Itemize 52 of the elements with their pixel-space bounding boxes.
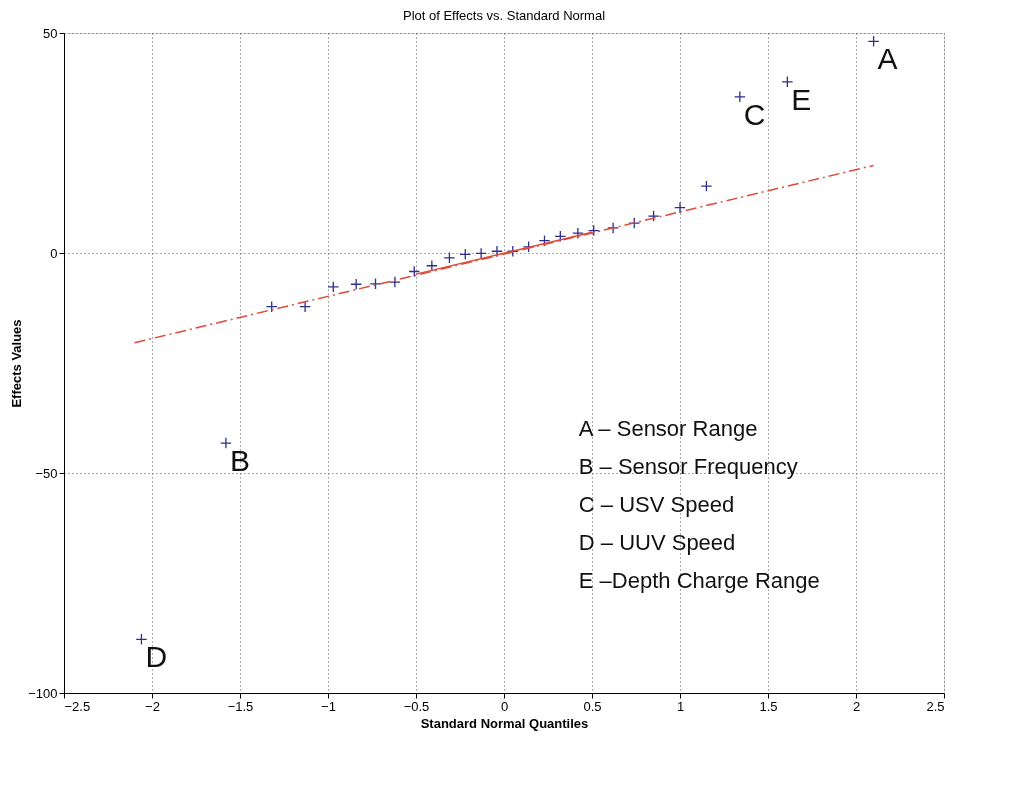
x-tick-label: −0.5 — [403, 698, 430, 714]
y-tick-label: 0 — [50, 245, 58, 261]
annotation: B — [229, 444, 250, 478]
point — [350, 278, 363, 291]
point — [327, 280, 340, 293]
x-tick-label: −1 — [321, 698, 336, 714]
point — [572, 227, 584, 240]
point — [408, 265, 421, 278]
x-tick-label: 0 — [500, 698, 509, 714]
point — [607, 222, 620, 234]
x-tick-label: 2.5 — [926, 698, 945, 714]
y-tick-label: −100 — [28, 685, 58, 701]
point — [459, 248, 472, 261]
x-tick-label: −1.5 — [227, 698, 254, 714]
chart-title: Plot of Effects vs. Standard Normal — [402, 8, 606, 23]
point — [369, 277, 382, 290]
annotation: C — [743, 97, 766, 131]
point — [554, 230, 567, 243]
point — [700, 180, 713, 193]
point — [647, 210, 660, 222]
point — [781, 75, 794, 88]
annotation: D — [145, 640, 168, 674]
annotation: C – USV Speed — [578, 491, 735, 517]
point — [388, 276, 401, 288]
point — [733, 90, 746, 103]
x-tick-label: 1.5 — [759, 698, 778, 714]
x-axis-title: Standard Normal Quantiles — [420, 715, 589, 731]
point — [587, 224, 600, 237]
x-tick-label: 1 — [676, 698, 685, 714]
annotation: E — [791, 82, 812, 116]
point — [674, 201, 686, 214]
point — [265, 300, 278, 313]
annotation: A — [877, 42, 898, 76]
annotation: D – UUV Speed — [578, 529, 736, 555]
annotation: A – Sensor Range — [578, 416, 758, 441]
point — [628, 217, 641, 229]
y-tick-label: −50 — [35, 465, 58, 481]
point — [299, 300, 312, 313]
annotation: E –Depth Charge Range — [578, 567, 820, 593]
x-tick-label: −2.5 — [64, 698, 91, 714]
point — [443, 251, 456, 264]
x-tick-label: 2 — [852, 698, 861, 714]
point — [220, 437, 232, 449]
point — [425, 259, 438, 272]
y-tick-label: 50 — [43, 25, 58, 41]
point — [538, 234, 551, 247]
point — [135, 633, 148, 646]
point — [867, 35, 880, 48]
annotation: B – Sensor Frequency — [578, 453, 798, 479]
x-tick-label: 0.5 — [583, 698, 602, 714]
y-axis-title: Effects Values — [9, 319, 25, 408]
x-tick-label: −2 — [145, 698, 160, 714]
